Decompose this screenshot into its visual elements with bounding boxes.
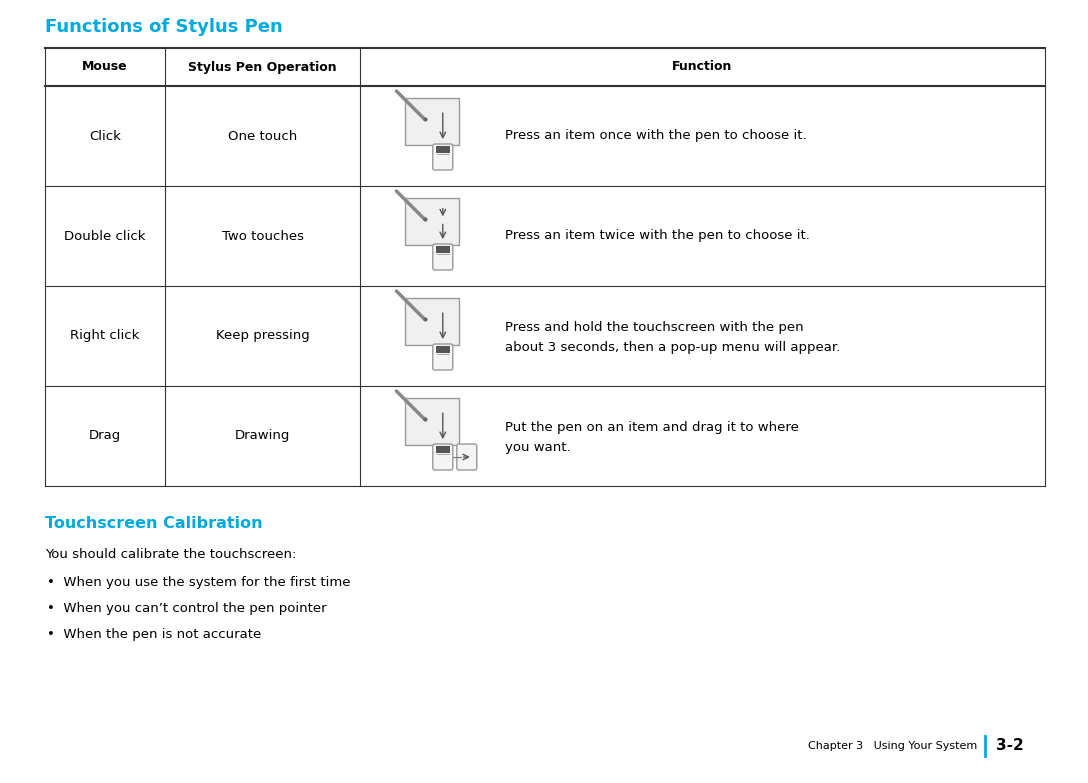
FancyBboxPatch shape (406, 398, 459, 445)
FancyBboxPatch shape (406, 198, 459, 245)
FancyBboxPatch shape (433, 444, 453, 470)
Text: Drag: Drag (89, 430, 121, 442)
FancyBboxPatch shape (436, 346, 449, 353)
Text: Click: Click (89, 129, 121, 143)
FancyBboxPatch shape (436, 146, 449, 153)
FancyBboxPatch shape (436, 446, 449, 453)
Text: Double click: Double click (64, 229, 146, 243)
Text: Press an item twice with the pen to choose it.: Press an item twice with the pen to choo… (505, 229, 809, 243)
Text: •  When the pen is not accurate: • When the pen is not accurate (47, 628, 261, 641)
Text: Functions of Stylus Pen: Functions of Stylus Pen (45, 18, 283, 36)
Text: •  When you use the system for the first time: • When you use the system for the first … (47, 576, 350, 589)
Text: you want.: you want. (505, 442, 570, 454)
Text: Chapter 3   Using Your System: Chapter 3 Using Your System (807, 741, 977, 751)
Text: 3-2: 3-2 (997, 738, 1024, 753)
Text: Touchscreen Calibration: Touchscreen Calibration (45, 516, 262, 531)
FancyBboxPatch shape (433, 344, 453, 370)
FancyBboxPatch shape (406, 98, 459, 145)
Text: Press an item once with the pen to choose it.: Press an item once with the pen to choos… (505, 129, 806, 143)
Text: •  When you can’t control the pen pointer: • When you can’t control the pen pointer (47, 602, 326, 615)
Text: Mouse: Mouse (83, 60, 127, 74)
Text: One touch: One touch (227, 129, 297, 143)
Text: Put the pen on an item and drag it to where: Put the pen on an item and drag it to wh… (505, 421, 799, 435)
FancyBboxPatch shape (436, 246, 449, 254)
Text: Right click: Right click (71, 330, 139, 342)
Text: Two touches: Two touches (222, 229, 304, 243)
Text: about 3 seconds, then a pop-up menu will appear.: about 3 seconds, then a pop-up menu will… (505, 341, 840, 355)
Text: Drawing: Drawing (235, 430, 290, 442)
Text: Press and hold the touchscreen with the pen: Press and hold the touchscreen with the … (505, 322, 804, 334)
FancyBboxPatch shape (433, 244, 453, 270)
Text: Keep pressing: Keep pressing (215, 330, 309, 342)
Text: Stylus Pen Operation: Stylus Pen Operation (188, 60, 337, 74)
Text: You should calibrate the touchscreen:: You should calibrate the touchscreen: (45, 548, 296, 561)
FancyBboxPatch shape (433, 144, 453, 170)
Text: Function: Function (672, 60, 732, 74)
FancyBboxPatch shape (457, 444, 477, 470)
FancyBboxPatch shape (406, 298, 459, 345)
